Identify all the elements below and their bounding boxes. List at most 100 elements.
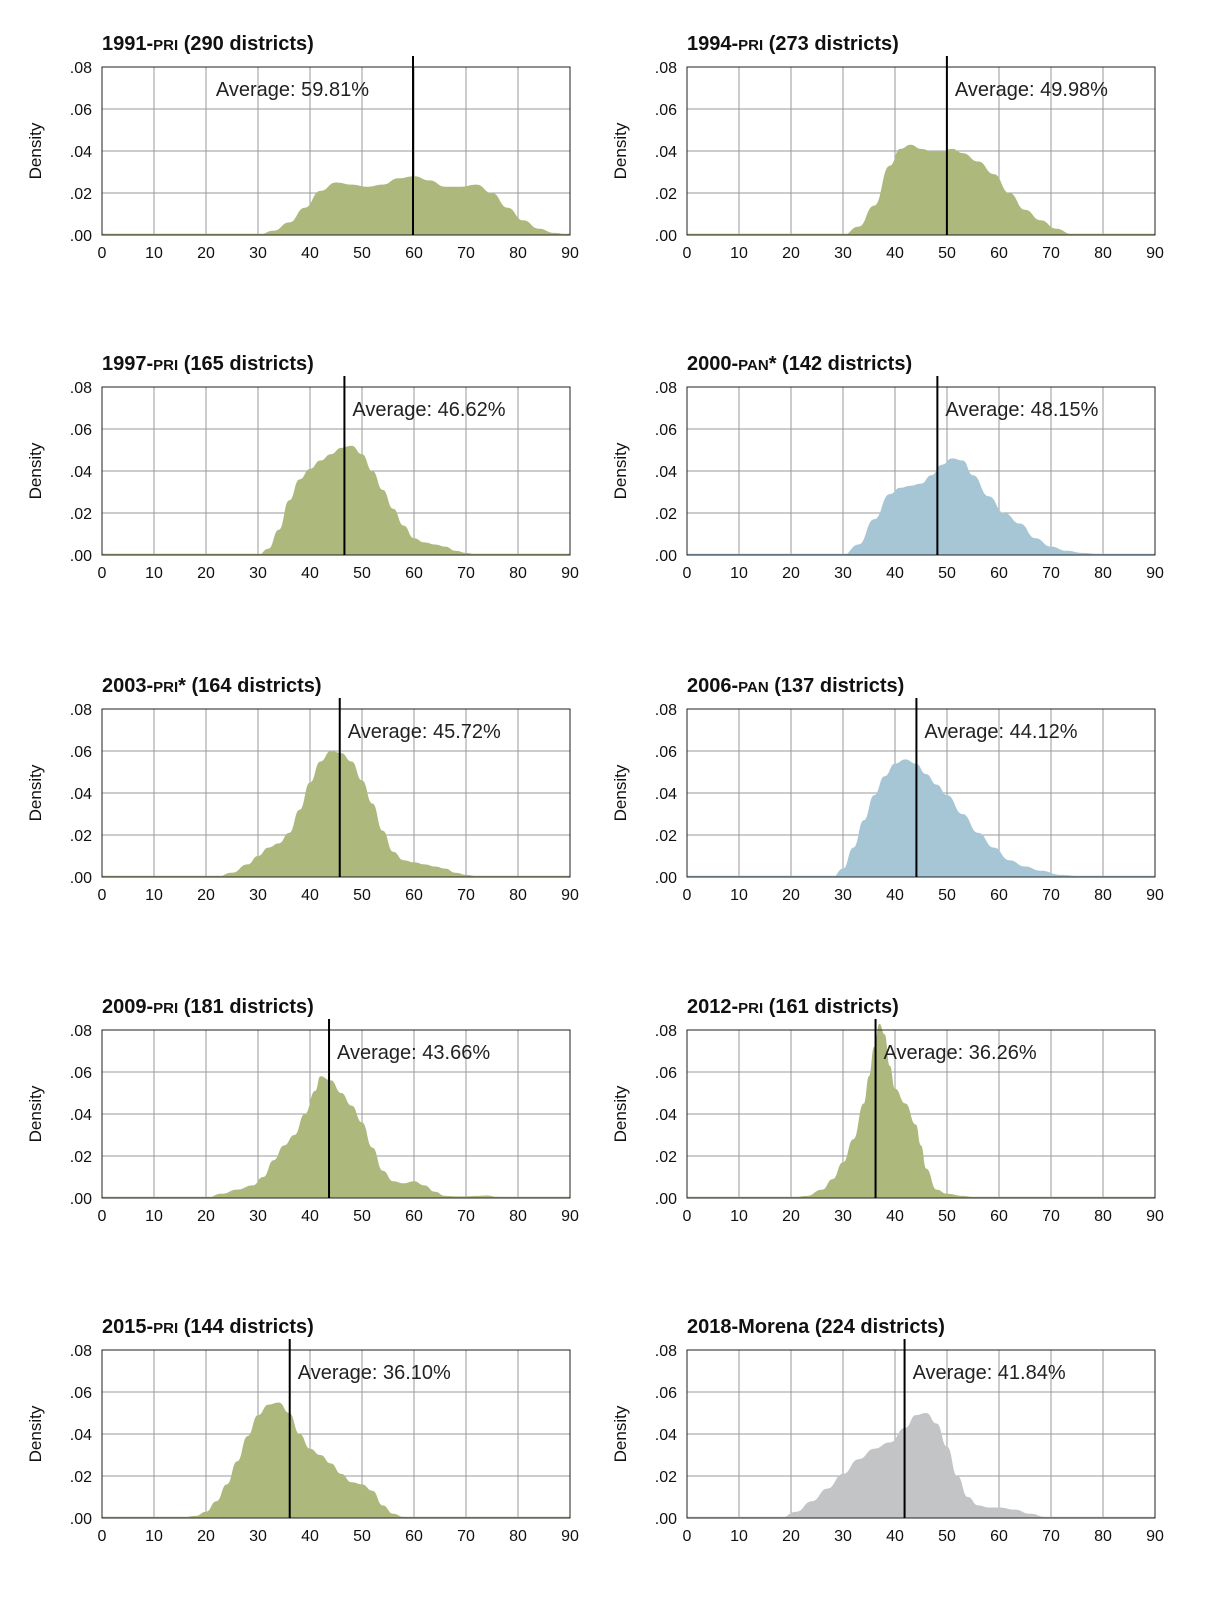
y-tick-label: .08	[655, 60, 677, 77]
panel-title: 2006-PAN (137 districts)	[687, 675, 904, 697]
x-tick-label: 70	[457, 245, 475, 262]
x-tick-label: 60	[990, 1208, 1008, 1225]
title-party: PRI	[153, 37, 178, 54]
x-tick-label: 70	[1042, 1208, 1060, 1225]
y-tick-label: .04	[655, 1427, 677, 1444]
y-tick-label: .04	[70, 1107, 92, 1124]
y-tick-label: .04	[70, 144, 92, 161]
y-tick-label: .08	[655, 1343, 677, 1360]
x-tick-label: 60	[990, 887, 1008, 904]
x-tick-label: 60	[405, 1208, 423, 1225]
chart-panel-2: Average: 49.98% 1994-PRI (273 districts).…	[611, 33, 1164, 262]
x-tick-label: 60	[990, 1528, 1008, 1545]
title-party: PRI	[738, 37, 763, 54]
y-tick-label: .00	[655, 870, 677, 887]
y-tick-label: .04	[655, 786, 677, 803]
y-tick-label: .00	[655, 1191, 677, 1208]
y-tick-label: .00	[70, 1511, 92, 1528]
title-district-count: (144 districts)	[178, 1316, 314, 1338]
panel-title: 2012-PRI (161 districts)	[687, 996, 899, 1018]
y-tick-label: .02	[655, 186, 677, 203]
x-tick-label: 30	[834, 1528, 852, 1545]
title-year: 2009-	[102, 996, 153, 1018]
title-district-count: (181 districts)	[178, 996, 314, 1018]
x-tick-label: 50	[938, 1528, 956, 1545]
average-label: Average: 49.98%	[955, 79, 1108, 101]
density-area	[102, 1402, 570, 1518]
title-year: 1994-	[687, 33, 738, 55]
panel-title: 2000-PAN* (142 districts)	[687, 353, 912, 375]
plot-frame	[101, 386, 571, 556]
x-tick-label: 10	[730, 565, 748, 582]
density-area	[102, 751, 570, 877]
x-tick-label: 90	[561, 887, 579, 904]
y-tick-label: .00	[655, 548, 677, 565]
y-tick-label: .04	[655, 464, 677, 481]
y-tick-label: .06	[70, 1385, 92, 1402]
x-tick-label: 50	[353, 1208, 371, 1225]
average-label: Average: 46.62%	[352, 399, 505, 421]
x-tick-label: 70	[1042, 565, 1060, 582]
x-tick-label: 90	[561, 1528, 579, 1545]
x-tick-label: 70	[1042, 1528, 1060, 1545]
y-axis-label: Density	[611, 122, 630, 179]
y-tick-label: .06	[70, 422, 92, 439]
x-tick-label: 10	[145, 245, 163, 262]
title-district-count: (161 districts)	[763, 996, 899, 1018]
y-tick-label: .08	[655, 1023, 677, 1040]
x-tick-label: 40	[301, 887, 319, 904]
average-label: Average: 45.72%	[348, 721, 501, 743]
chart-panel-4: Average: 48.15% 2000-PAN* (142 districts)…	[611, 353, 1164, 582]
y-axis-label: Density	[611, 1085, 630, 1142]
y-tick-label: .06	[70, 102, 92, 119]
x-tick-label: 20	[197, 887, 215, 904]
y-axis-label: Density	[611, 1405, 630, 1462]
panel-title: 1991-PRI (290 districts)	[102, 33, 314, 55]
average-label: Average: 36.10%	[298, 1362, 451, 1384]
y-axis-label: Density	[26, 122, 45, 179]
chart-panel-7: Average: 43.66% 2009-PRI (181 districts).…	[26, 996, 579, 1225]
panel-title: 2009-PRI (181 districts)	[102, 996, 314, 1018]
x-tick-label: 80	[1094, 1208, 1112, 1225]
y-tick-label: .08	[655, 702, 677, 719]
x-tick-label: 30	[249, 245, 267, 262]
x-tick-label: 50	[938, 565, 956, 582]
x-tick-label: 90	[1146, 887, 1164, 904]
y-axis-label: Density	[26, 1085, 45, 1142]
x-tick-label: 0	[683, 887, 692, 904]
x-tick-label: 40	[886, 245, 904, 262]
title-district-count: * (164 districts)	[178, 675, 321, 697]
x-tick-label: 30	[249, 887, 267, 904]
x-tick-label: 70	[457, 1528, 475, 1545]
plot-frame	[686, 66, 1156, 236]
x-tick-label: 80	[1094, 245, 1112, 262]
title-district-count: (273 districts)	[763, 33, 899, 55]
x-tick-label: 0	[683, 565, 692, 582]
y-tick-label: .00	[70, 870, 92, 887]
x-tick-label: 50	[938, 245, 956, 262]
y-tick-label: .02	[70, 1469, 92, 1486]
x-tick-label: 40	[301, 565, 319, 582]
y-axis-label: Density	[611, 442, 630, 499]
density-area	[687, 144, 1155, 235]
x-tick-label: 10	[730, 1528, 748, 1545]
density-area	[687, 458, 1155, 555]
x-tick-label: 60	[990, 245, 1008, 262]
x-tick-label: 50	[938, 1208, 956, 1225]
y-tick-label: .08	[70, 1343, 92, 1360]
x-tick-label: 0	[683, 1208, 692, 1225]
y-tick-label: .06	[70, 744, 92, 761]
y-tick-label: .08	[655, 380, 677, 397]
y-tick-label: .04	[70, 786, 92, 803]
x-tick-label: 90	[1146, 1528, 1164, 1545]
y-axis-label: Density	[26, 442, 45, 499]
x-tick-label: 50	[353, 245, 371, 262]
plot-frame	[101, 66, 571, 236]
y-tick-label: .02	[655, 828, 677, 845]
y-tick-label: .02	[655, 506, 677, 523]
title-party: PAN	[738, 357, 769, 374]
x-tick-label: 20	[197, 1208, 215, 1225]
title-year: 1997-	[102, 353, 153, 375]
y-tick-label: .00	[655, 1511, 677, 1528]
